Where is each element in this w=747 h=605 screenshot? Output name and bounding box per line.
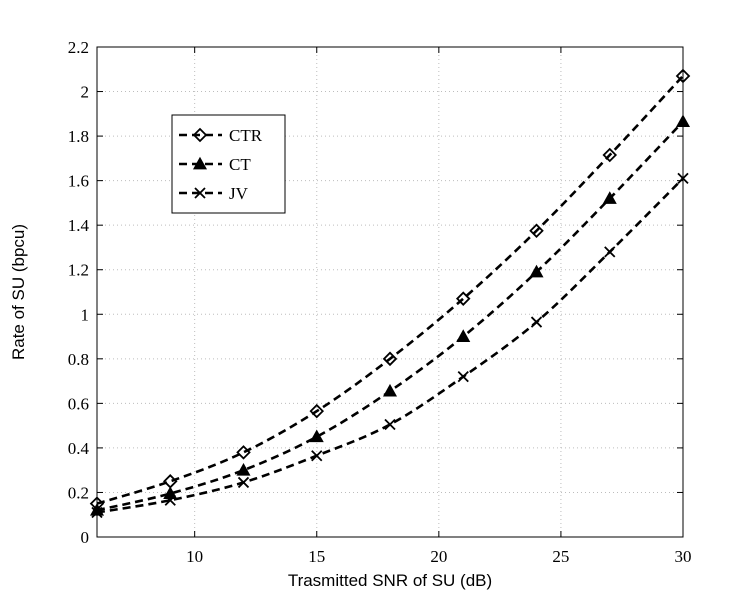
y-tick-label: 2: [81, 83, 90, 102]
legend-box: [171, 114, 286, 214]
x-tick-label: 25: [552, 547, 569, 566]
data-point-ct: [675, 114, 691, 128]
y-tick-label: 1.6: [68, 172, 89, 191]
legend-entry-jv: JV: [179, 184, 249, 203]
legend-marker-ctr: [192, 127, 208, 143]
data-point-ctr: [236, 445, 251, 460]
data-point-ct: [529, 264, 544, 278]
legend-label: JV: [229, 184, 249, 203]
data-point-jv: [530, 316, 543, 328]
y-tick-label: 1.2: [68, 261, 89, 280]
series-line-ct: [96, 120, 684, 512]
data-point-jv: [677, 172, 689, 185]
x-tick-label: 30: [675, 547, 692, 566]
y-axis-title: Rate of SU (bpcu): [9, 224, 28, 360]
y-tick-label: 0.6: [68, 394, 89, 413]
data-point-jv: [384, 418, 396, 431]
x-tick-label: 10: [186, 547, 203, 566]
data-point-jv: [237, 476, 250, 489]
legend-entry-ct: CT: [179, 155, 251, 174]
y-tick-label: 1: [81, 305, 90, 324]
legend-marker-ct: [192, 156, 208, 170]
series-lines: [96, 75, 684, 514]
y-tick-label: 0.2: [68, 483, 89, 502]
data-point-ct: [163, 486, 178, 499]
x-axis-title: Trasmitted SNR of SU (dB): [288, 571, 492, 590]
y-tick-label: 0: [81, 528, 90, 547]
data-point-jv: [604, 246, 616, 258]
y-tick-label: 0.8: [68, 350, 89, 369]
y-tick-label: 0.4: [68, 439, 90, 458]
data-point-ct: [309, 429, 324, 443]
data-point-ct: [382, 383, 398, 397]
legend-marker-jv: [194, 187, 206, 199]
data-point-ct: [456, 329, 471, 342]
data-point-ct: [602, 191, 617, 204]
data-point-ctr: [675, 68, 691, 84]
legend: CTR CT JV: [171, 114, 286, 214]
series-line-jv: [96, 177, 684, 514]
x-axis-tick-labels: 10 15 20 25 30: [186, 547, 691, 566]
y-tick-label: 2.2: [68, 38, 89, 57]
series-line-ctr: [96, 75, 684, 505]
data-point-ct: [236, 462, 251, 476]
data-point-jv: [164, 494, 176, 506]
data-point-ctr: [602, 147, 618, 163]
data-point-ctr: [309, 403, 325, 419]
data-point-jv: [91, 506, 103, 519]
data-point-jv: [457, 370, 469, 383]
data-point-jv: [311, 450, 323, 462]
y-axis-tick-labels: 0 0.2 0.4 0.6 0.8 1 1.2 1.4 1.6 1.8 2 2.2: [68, 38, 90, 547]
data-point-ctr: [455, 291, 471, 306]
y-tick-label: 1.4: [68, 216, 90, 235]
data-point-ctr: [162, 474, 178, 489]
series-markers: [89, 68, 691, 519]
y-tick-label: 1.8: [68, 127, 89, 146]
legend-label: CT: [229, 155, 251, 174]
legend-entry-ctr: CTR: [179, 126, 263, 145]
data-point-ctr: [529, 223, 544, 239]
legend-label: CTR: [229, 126, 263, 145]
x-tick-label: 20: [430, 547, 447, 566]
data-point-ctr: [382, 351, 398, 367]
x-tick-label: 15: [308, 547, 325, 566]
plot-area-frame: [96, 46, 684, 538]
legend-entries: CTR CT JV: [179, 126, 263, 203]
axis-ticks: [97, 46, 684, 538]
